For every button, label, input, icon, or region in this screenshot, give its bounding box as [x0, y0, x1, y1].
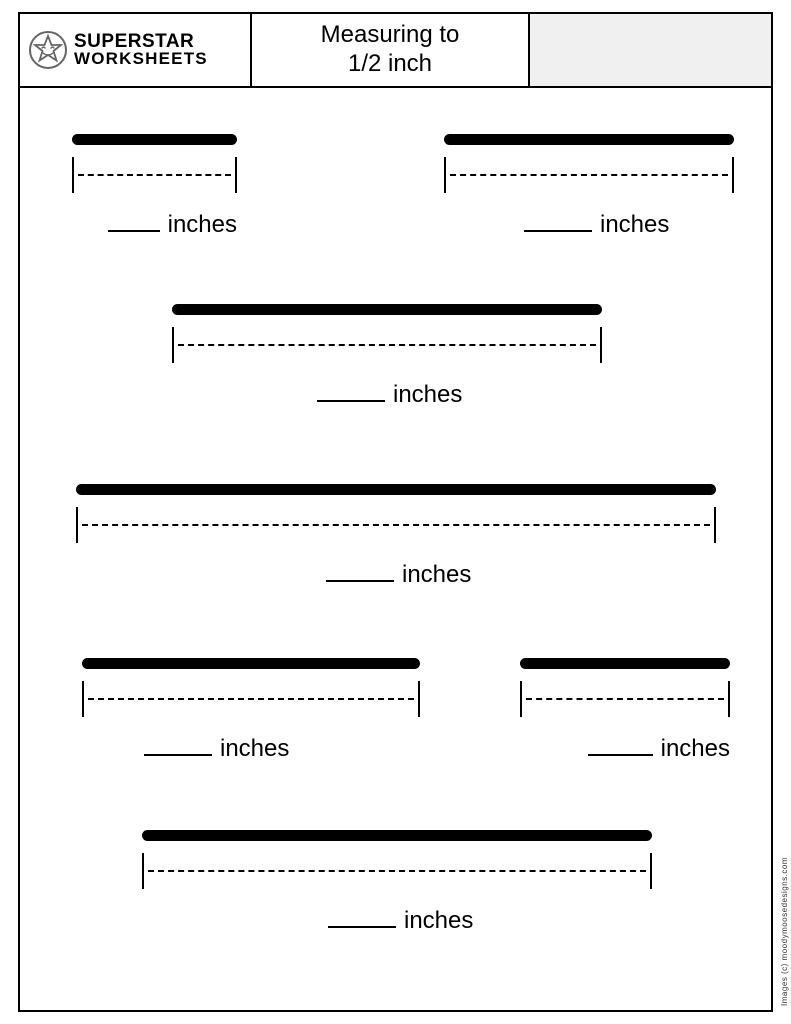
dim-tick-right — [732, 157, 734, 193]
answer-unit-label: inches — [600, 211, 669, 239]
measure-item: inches — [444, 134, 734, 239]
dim-tick-left — [172, 327, 174, 363]
dim-tick-right — [600, 327, 602, 363]
content-area: inches inches inches inches inches inches inch… — [20, 88, 771, 1010]
title-cell: Measuring to 1/2 inch — [252, 14, 530, 86]
logo-text: SUPERSTAR WORKSHEETS — [74, 33, 208, 67]
logo-cell: SUPERSTAR WORKSHEETS — [20, 14, 252, 86]
answer-blank[interactable] — [326, 580, 394, 582]
dim-tick-left — [76, 507, 78, 543]
dim-dashed-line — [88, 698, 414, 700]
star-badge-icon — [28, 30, 68, 70]
dimension-line — [72, 157, 237, 193]
measure-item: inches — [82, 658, 420, 763]
worksheet-page: SUPERSTAR WORKSHEETS Measuring to 1/2 in… — [18, 12, 773, 1012]
answer-blank[interactable] — [108, 230, 160, 232]
answer-unit-label: inches — [168, 211, 237, 239]
dim-tick-right — [650, 853, 652, 889]
dim-dashed-line — [178, 344, 596, 346]
answer-blank[interactable] — [588, 754, 653, 756]
measure-bar — [142, 830, 652, 841]
answer-row: inches — [108, 211, 237, 239]
header: SUPERSTAR WORKSHEETS Measuring to 1/2 in… — [20, 14, 771, 88]
dimension-line — [520, 681, 730, 717]
dimension-line — [172, 327, 602, 363]
answer-row: inches — [144, 735, 420, 763]
measure-item: inches — [76, 484, 716, 589]
answer-blank[interactable] — [328, 926, 396, 928]
dim-tick-left — [142, 853, 144, 889]
answer-unit-label: inches — [661, 735, 730, 763]
measure-item: inches — [72, 134, 237, 239]
dim-dashed-line — [148, 870, 646, 872]
measure-bar — [82, 658, 420, 669]
measure-item: inches — [520, 658, 730, 763]
answer-row: inches — [326, 561, 716, 589]
answer-unit-label: inches — [220, 735, 289, 763]
title-line1: Measuring to — [321, 21, 460, 50]
answer-row: inches — [588, 735, 730, 763]
measure-item: inches — [172, 304, 602, 409]
measure-bar — [72, 134, 237, 145]
title-line2: 1/2 inch — [348, 50, 432, 79]
answer-row: inches — [328, 907, 652, 935]
dim-tick-right — [728, 681, 730, 717]
answer-row: inches — [317, 381, 602, 409]
dim-tick-left — [72, 157, 74, 193]
dim-tick-right — [418, 681, 420, 717]
dimension-line — [82, 681, 420, 717]
dim-tick-right — [235, 157, 237, 193]
dim-dashed-line — [526, 698, 724, 700]
measure-item: inches — [142, 830, 652, 935]
answer-unit-label: inches — [393, 381, 462, 409]
dim-tick-left — [444, 157, 446, 193]
answer-unit-label: inches — [404, 907, 473, 935]
measure-bar — [444, 134, 734, 145]
name-cell[interactable] — [530, 14, 771, 86]
measure-bar — [520, 658, 730, 669]
dim-dashed-line — [82, 524, 710, 526]
answer-blank[interactable] — [524, 230, 592, 232]
measure-bar — [76, 484, 716, 495]
measure-bar — [172, 304, 602, 315]
answer-unit-label: inches — [402, 561, 471, 589]
dimension-line — [444, 157, 734, 193]
dim-tick-left — [82, 681, 84, 717]
answer-row: inches — [524, 211, 734, 239]
dim-dashed-line — [450, 174, 728, 176]
dim-tick-left — [520, 681, 522, 717]
logo-line2: WORKSHEETS — [74, 51, 208, 67]
answer-blank[interactable] — [144, 754, 212, 756]
answer-blank[interactable] — [317, 400, 385, 402]
dimension-line — [142, 853, 652, 889]
dim-dashed-line — [78, 174, 231, 176]
dim-tick-right — [714, 507, 716, 543]
dimension-line — [76, 507, 716, 543]
image-credit: Images (c) moodymoosedesigns.com — [780, 857, 789, 1006]
